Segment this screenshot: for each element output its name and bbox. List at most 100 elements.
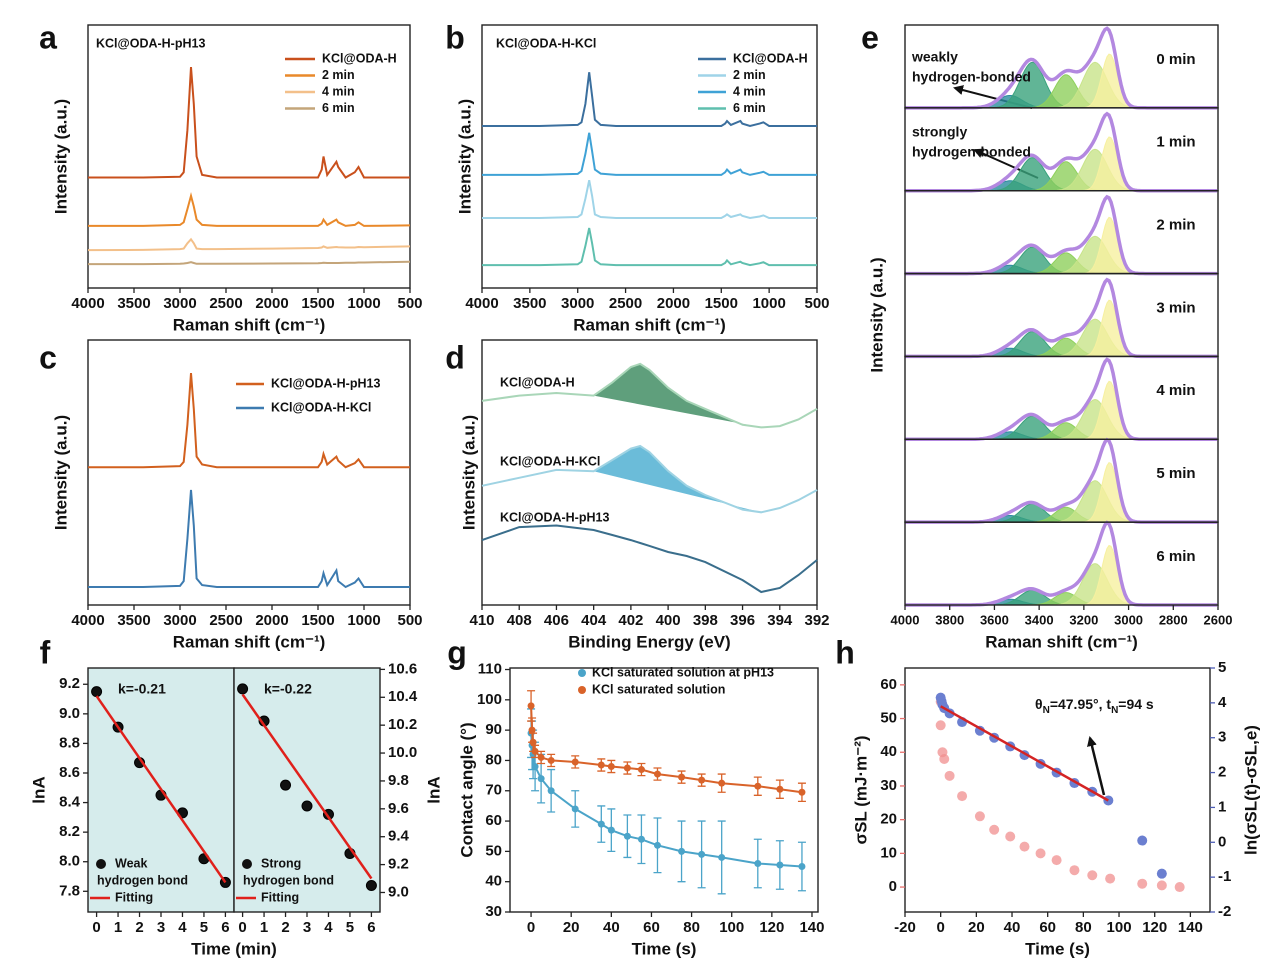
x-tick-label: 60 [1039, 919, 1056, 936]
x-axis-label: Raman shift (cm⁻¹) [173, 632, 326, 651]
x-tick-label: 3500 [117, 612, 150, 629]
y-tick-label: 0 [889, 878, 897, 895]
x-tick-label: 398 [693, 612, 718, 629]
x-tick-label: 3000 [163, 295, 196, 312]
x-tick-label: 1000 [347, 612, 380, 629]
y-tick-label: 8.2 [59, 823, 80, 840]
legend-label: KCl saturated solution [592, 682, 725, 696]
data-point [237, 683, 249, 695]
x-tick-label: 1000 [752, 295, 785, 312]
x-tick-label: 40 [1004, 919, 1021, 936]
x-tick-label: 1 [114, 919, 122, 936]
spectrum [482, 179, 817, 220]
data-point [547, 756, 555, 764]
x-tick-label: 100 [1107, 919, 1132, 936]
x-tick-label: -20 [894, 919, 916, 936]
data-point [91, 686, 103, 698]
annotation: k=-0.22 [264, 681, 312, 697]
fit-component [904, 506, 1218, 523]
y-tick-label: 8.0 [59, 853, 80, 870]
time-label: 0 min [1156, 51, 1195, 68]
x-tick-label: 0 [238, 919, 246, 936]
annotation: k=-0.21 [118, 681, 166, 697]
y-tick-label: 60 [485, 812, 502, 829]
data-point [301, 800, 313, 812]
x-tick-label: 408 [507, 612, 532, 629]
x-tick-label: 3000 [1114, 612, 1143, 627]
x-tick-label: 2000 [657, 295, 690, 312]
data-point [935, 720, 946, 731]
annotation-part: =47.95°, t [1050, 696, 1112, 712]
x-tick-label: 3800 [935, 612, 964, 627]
x-tick-label: 400 [656, 612, 681, 629]
x-tick-label: 4000 [71, 612, 104, 629]
x-tick-label: 3400 [1025, 612, 1054, 627]
x-tick-label: 4000 [71, 295, 104, 312]
y-tick-label: 8.8 [59, 734, 80, 751]
x-tick-label: 1000 [347, 295, 380, 312]
legend-label: KCl saturated solution at pH13 [592, 665, 774, 679]
x-tick-label: 3600 [980, 612, 1009, 627]
legend-marker [578, 686, 586, 694]
trend-line [530, 705, 803, 794]
data-point [637, 835, 645, 843]
x-tick-label: 40 [603, 919, 620, 936]
annotation: KCl@ODA-H-KCl [496, 36, 596, 50]
y-tick-label: 40 [485, 873, 502, 890]
legend-label: hydrogen bond [243, 873, 334, 887]
y-axis-label: ln(σSL(t)-σSL,e) [1241, 725, 1260, 855]
spectrum [88, 192, 411, 227]
y-tick-label: 80 [485, 751, 502, 768]
data-point [607, 826, 615, 834]
y-tick-label: 5 [1218, 659, 1226, 676]
data-point [365, 880, 377, 892]
x-tick-label: 1500 [301, 612, 334, 629]
y-tick-label: 9.4 [388, 828, 410, 845]
x-tick-label: 120 [759, 919, 784, 936]
peak-fill [593, 363, 762, 428]
y-axis-label: Intensity (a.u.) [51, 99, 70, 214]
y-tick-label: 10.2 [388, 716, 417, 733]
plot-frame [87, 24, 411, 289]
legend-label: KCl@ODA-H [322, 51, 397, 65]
x-tick-label: 2500 [209, 612, 242, 629]
y-axis-label: Intensity (a.u.) [459, 415, 478, 530]
legend-label: KCl@ODA-H-pH13 [271, 376, 380, 390]
legend-label: hydrogen bond [97, 873, 188, 887]
time-label: 6 min [1156, 548, 1195, 565]
x-tick-label: 5 [200, 919, 208, 936]
spectrum [88, 260, 411, 266]
data-point [1005, 831, 1016, 842]
y-tick-label: 10.0 [388, 744, 417, 761]
data-point [547, 787, 555, 795]
legend-marker [578, 669, 586, 677]
fit-line [241, 693, 373, 880]
x-tick-label: 0 [937, 919, 945, 936]
data-point [754, 860, 762, 868]
y-tick-label: 40 [880, 743, 897, 760]
annotation-part: N [1111, 705, 1118, 716]
data-point [974, 811, 985, 822]
annotation: KCl@ODA-H-pH13 [96, 36, 205, 50]
y-tick-label: 8.6 [59, 764, 80, 781]
data-point [718, 853, 726, 861]
data-point [944, 770, 955, 781]
spectrum [482, 132, 817, 176]
legend-label: 6 min [322, 101, 355, 115]
curve-label: KCl@ODA-H-KCl [500, 454, 600, 468]
spectrum [482, 72, 817, 128]
data-point [537, 753, 545, 761]
data-point [1087, 870, 1098, 881]
y-tick-label: 50 [880, 710, 897, 727]
x-tick-label: 20 [968, 919, 985, 936]
spectrum [482, 227, 817, 267]
plot-frame [509, 667, 819, 913]
time-label: 2 min [1156, 216, 1195, 233]
data-point [1035, 848, 1046, 859]
legend-label: 2 min [322, 68, 355, 82]
y-axis-label: Contact angle (°) [457, 722, 476, 857]
y-axis-label: Intensity (a.u.) [455, 99, 474, 214]
annotation: strongly [912, 124, 967, 140]
y-tick-label: 10.6 [388, 660, 417, 677]
data-point [698, 776, 706, 784]
